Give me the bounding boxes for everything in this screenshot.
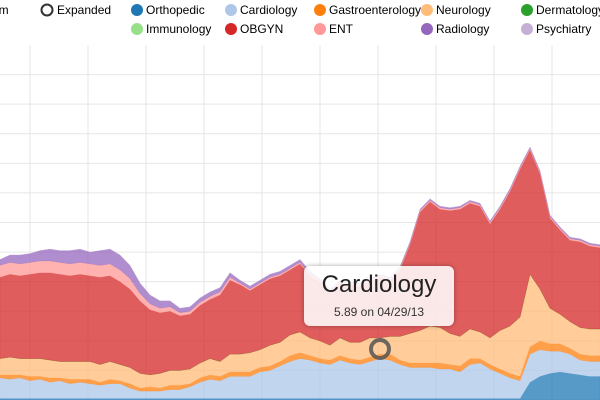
legend-item-ent[interactable]: ENT: [314, 22, 354, 36]
legend-mode-stream[interactable]: Stream: [0, 3, 9, 17]
hover-point-marker: [369, 338, 391, 360]
legend-swatch-icon: [131, 4, 143, 16]
radio-icon[interactable]: [40, 3, 54, 17]
legend-label: Orthopedic: [146, 3, 205, 17]
tooltip-detail: 5.89 on 04/29/13: [304, 304, 454, 320]
legend-mode-label: Expanded: [57, 3, 111, 17]
tooltip-title: Cardiology: [321, 271, 437, 298]
legend-label: Immunology: [146, 22, 211, 36]
legend-swatch-icon: [421, 23, 433, 35]
chart-areas: [0, 146, 600, 400]
area-cardiology[interactable]: [0, 349, 600, 399]
legend-item-immunology[interactable]: Immunology: [131, 22, 212, 36]
legend-swatch-icon: [421, 4, 433, 16]
legend-item-psychiatry[interactable]: Psychiatry: [521, 22, 592, 36]
legend-item-dermatology[interactable]: Dermatology: [521, 3, 600, 17]
legend-item-neurology[interactable]: Neurology: [421, 3, 491, 17]
chart-legend: Stream Expanded Orthopedic Cardiology Gastro…: [0, 3, 600, 36]
area-psychiatry[interactable]: [0, 146, 600, 309]
area-orthopedic[interactable]: [0, 371, 600, 400]
area-gastroenterology[interactable]: [0, 340, 600, 392]
legend-label: ENT: [329, 22, 354, 36]
legend-item-orthopedic[interactable]: Orthopedic: [131, 3, 205, 17]
legend-item-cardiology[interactable]: Cardiology: [225, 3, 298, 17]
legend-mode-label: Stream: [0, 3, 9, 17]
legend-label: Psychiatry: [536, 22, 591, 36]
legend-swatch-icon: [314, 4, 326, 16]
legend-item-gastroenterology[interactable]: Gastroenterology: [314, 3, 422, 17]
legend-item-radiology[interactable]: Radiology: [421, 22, 490, 36]
tooltip-value: 5.89: [333, 305, 358, 319]
legend-swatch-icon: [521, 23, 533, 35]
legend-swatch-icon: [521, 4, 533, 16]
legend-label: Gastroenterology: [329, 3, 421, 17]
legend-swatch-icon: [314, 23, 326, 35]
area-immunology[interactable]: [0, 273, 600, 376]
legend-swatch-icon: [225, 23, 237, 35]
legend-mode-expanded[interactable]: Expanded: [40, 3, 112, 17]
legend-label: Dermatology: [536, 3, 600, 17]
tooltip-date: 04/29/13: [377, 305, 425, 319]
legend-swatch-icon: [225, 4, 237, 16]
legend-item-obgyn[interactable]: OBGYN: [225, 22, 284, 36]
legend-label: Radiology: [436, 22, 489, 36]
legend-swatch-icon: [131, 23, 143, 35]
area-radiology[interactable]: [0, 146, 600, 313]
legend-label: Neurology: [436, 3, 491, 17]
area-dermatology[interactable]: [0, 273, 600, 376]
legend-label: OBGYN: [240, 22, 283, 36]
chart-tooltip: Cardiology 5.89 on 04/29/13: [304, 266, 454, 326]
tooltip-connector: on: [360, 305, 374, 319]
legend-label: Cardiology: [240, 3, 297, 17]
